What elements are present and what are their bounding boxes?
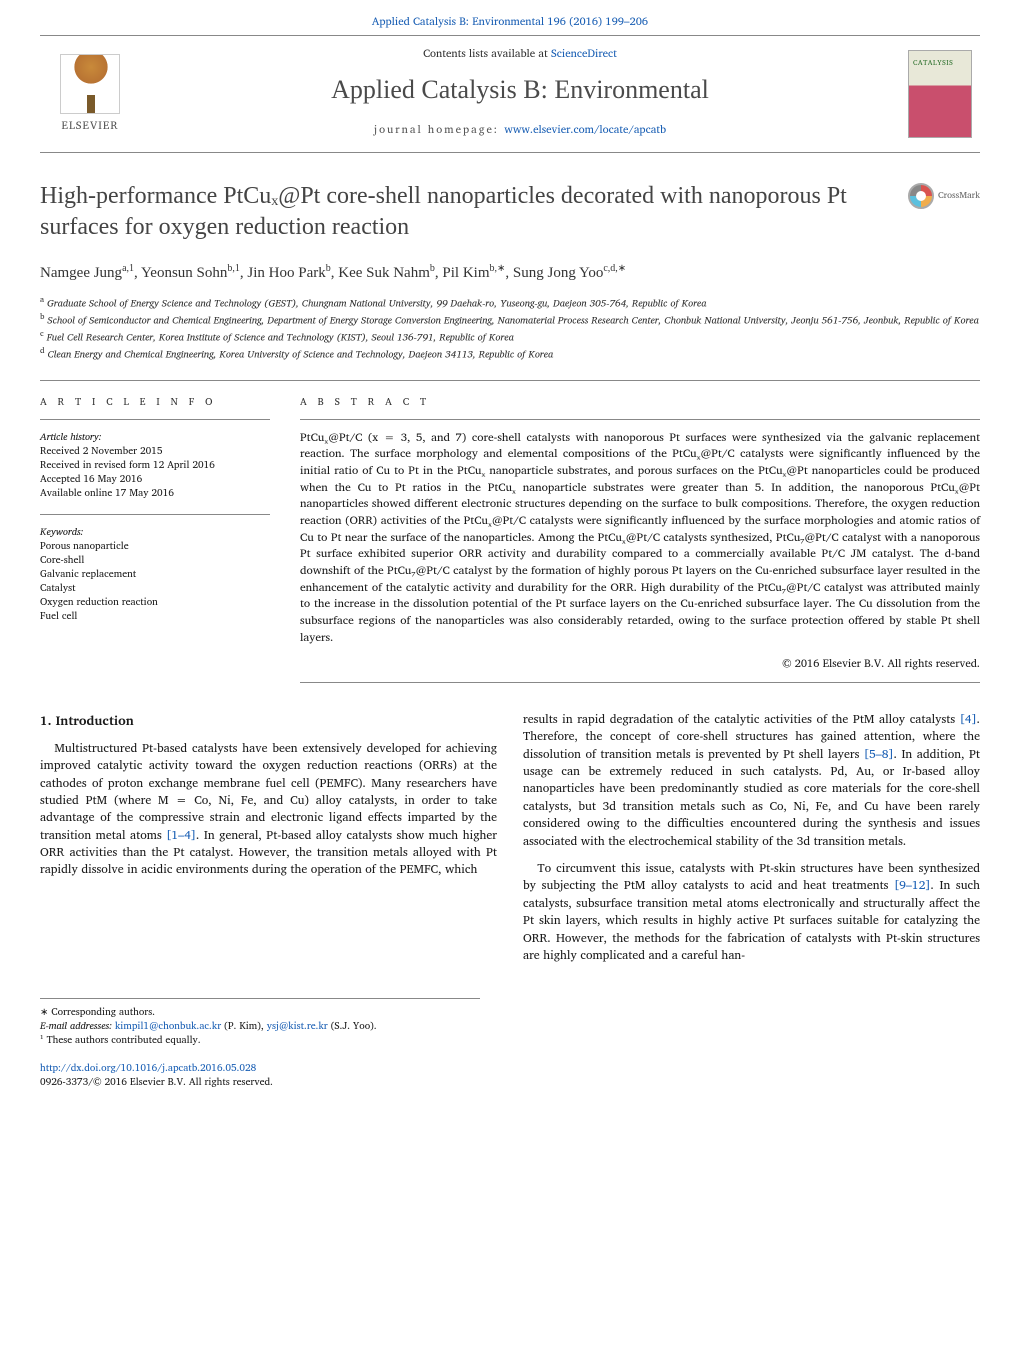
homepage-link[interactable]: www.elsevier.com/locate/apcatb [504, 120, 666, 138]
publisher-logo: ELSEVIER [40, 36, 140, 151]
journal-header: ELSEVIER Contents lists available at Sci… [40, 35, 980, 152]
equal-contrib-note: ¹ These authors contributed equally. [40, 1033, 480, 1047]
citation-link[interactable]: [9–12] [894, 876, 930, 895]
section-title: Introduction [56, 709, 134, 731]
issn-line: 0926-3373/© 2016 Elsevier B.V. All right… [40, 1074, 273, 1090]
text-run: results in rapid degradation of the cata… [523, 710, 960, 729]
text-run: (P. Kim), [221, 1018, 267, 1034]
keyword: Oxygen reduction reaction [40, 595, 270, 609]
abstract: A B S T R A C T PtCuₓ@Pt/C (x = 3, 5, an… [300, 381, 980, 683]
keyword: Core-shell [40, 553, 270, 567]
affiliation: d Clean Energy and Chemical Engineering,… [40, 345, 980, 362]
email-link[interactable]: ysj@kist.re.kr [267, 1018, 328, 1034]
author-list: Namgee Junga,1, Yeonsun Sohnb,1, Jin Hoo… [40, 261, 980, 285]
footnotes: ∗ Corresponding authors. E-mail addresse… [40, 998, 480, 1047]
history-item: Accepted 16 May 2016 [40, 472, 270, 486]
rule [300, 419, 980, 420]
body-columns: 1. Introduction Multistructured Pt-based… [40, 711, 980, 974]
article-info: A R T I C L E I N F O Article history: R… [40, 381, 270, 683]
article-title: High-performance PtCuₓ@Pt core-shell nan… [40, 181, 870, 243]
corresponding-note: ∗ Corresponding authors. [40, 1005, 480, 1019]
history-item: Received in revised form 12 April 2016 [40, 458, 270, 472]
affiliation: c Fuel Cell Research Center, Korea Insti… [40, 328, 980, 345]
paragraph: results in rapid degradation of the cata… [523, 711, 980, 850]
history-item: Received 2 November 2015 [40, 444, 270, 458]
crossmark-icon [908, 183, 934, 209]
section-number: 1. [40, 709, 52, 731]
keywords-label: Keywords: [40, 525, 270, 539]
footer: http://dx.doi.org/10.1016/j.apcatb.2016.… [40, 1061, 980, 1089]
abstract-heading: A B S T R A C T [300, 395, 980, 409]
body-col-left: 1. Introduction Multistructured Pt-based… [40, 711, 497, 974]
citation-link[interactable]: Applied Catalysis B: Environmental 196 (… [372, 12, 648, 30]
citation-link[interactable]: [4] [960, 710, 977, 729]
keywords-block: Keywords: Porous nanoparticleCore-shellG… [40, 525, 270, 623]
homepage-line: journal homepage: www.elsevier.com/locat… [152, 122, 888, 137]
keyword: Porous nanoparticle [40, 539, 270, 553]
info-abstract-row: A R T I C L E I N F O Article history: R… [40, 381, 980, 683]
citation-link[interactable]: [5–8] [864, 745, 894, 764]
cover-image-icon [908, 50, 972, 138]
affiliation: a Graduate School of Energy Science and … [40, 294, 980, 311]
crossmark-label: CrossMark [938, 189, 980, 202]
affiliations: a Graduate School of Energy Science and … [40, 294, 980, 361]
homepage-prefix: journal homepage: [374, 120, 504, 138]
contents-prefix: Contents lists available at [423, 44, 551, 62]
sciencedirect-link[interactable]: ScienceDirect [551, 44, 617, 62]
affiliation: b School of Semiconductor and Chemical E… [40, 311, 980, 328]
paragraph: Multistructured Pt-based catalysts have … [40, 740, 497, 879]
article-header: CrossMark High-performance PtCuₓ@Pt core… [40, 181, 980, 243]
keyword: Fuel cell [40, 609, 270, 623]
running-citation: Applied Catalysis B: Environmental 196 (… [0, 0, 1020, 35]
keyword: Catalyst [40, 581, 270, 595]
text-run: (S.J. Yoo). [328, 1018, 377, 1034]
journal-title: Applied Catalysis B: Environmental [152, 72, 888, 108]
paragraph: To circumvent this issue, catalysts with… [523, 860, 980, 964]
cover-thumbnail [900, 36, 980, 151]
rule [40, 419, 270, 420]
contents-line: Contents lists available at ScienceDirec… [152, 46, 888, 61]
crossmark-badge[interactable]: CrossMark [908, 183, 980, 209]
abstract-copyright: © 2016 Elsevier B.V. All rights reserved… [300, 656, 980, 671]
elsevier-tree-icon [60, 54, 120, 114]
article-history: Article history: Received 2 November 201… [40, 430, 270, 500]
citation-link[interactable]: [1–4] [166, 826, 196, 845]
abstract-text: PtCuₓ@Pt/C (x = 3, 5, and 7) core-shell … [300, 430, 980, 647]
history-item: Available online 17 May 2016 [40, 486, 270, 500]
body-col-right: results in rapid degradation of the cata… [523, 711, 980, 974]
keyword: Galvanic replacement [40, 567, 270, 581]
article-info-heading: A R T I C L E I N F O [40, 395, 270, 409]
header-center: Contents lists available at ScienceDirec… [140, 36, 900, 151]
rule [40, 514, 270, 515]
rule [300, 682, 980, 683]
email-line: E-mail addresses: kimpil1@chonbuk.ac.kr … [40, 1019, 480, 1033]
history-label: Article history: [40, 430, 270, 444]
section-heading: 1. Introduction [40, 711, 497, 730]
publisher-name: ELSEVIER [62, 118, 119, 133]
